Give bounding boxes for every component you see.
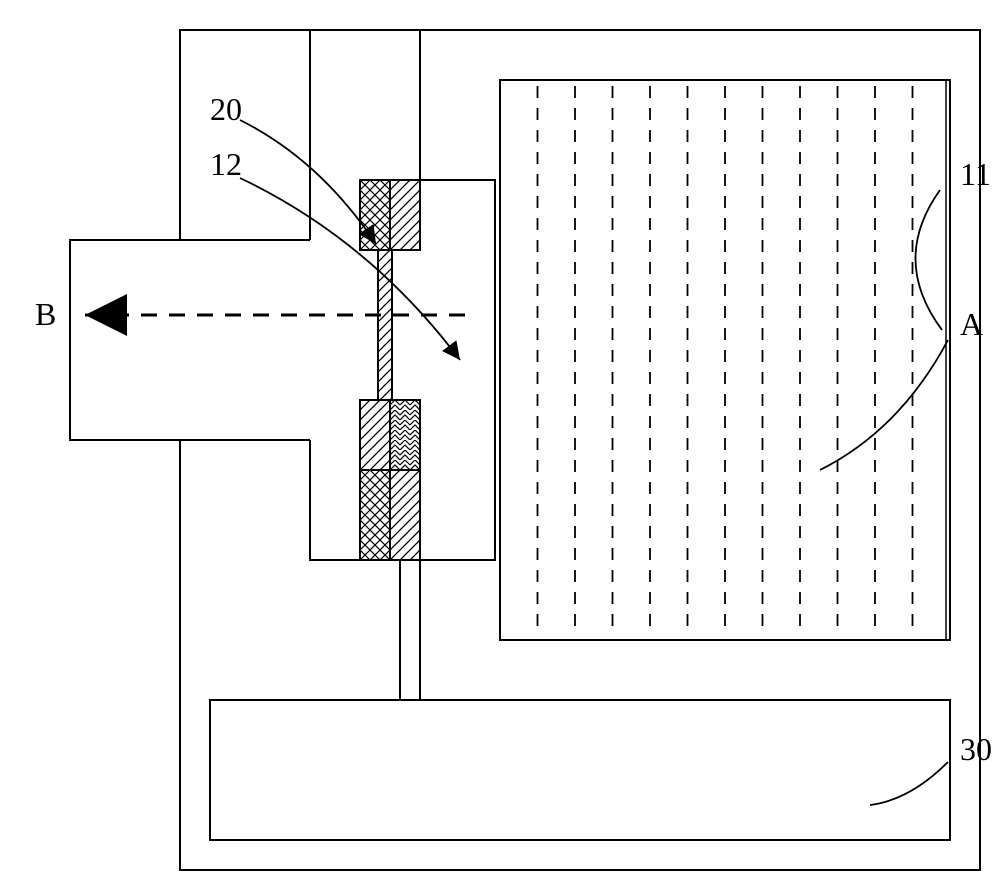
hatched-left	[360, 470, 390, 560]
label-11: 11	[960, 156, 991, 192]
left-block	[70, 240, 310, 440]
leader-30	[870, 762, 948, 805]
bottom-box	[210, 700, 950, 840]
label-12: 12	[210, 146, 242, 182]
hatched-left	[360, 180, 390, 250]
leader-20	[240, 120, 376, 244]
hatched-left	[360, 400, 390, 470]
leader-A	[820, 340, 948, 470]
label-B: B	[35, 296, 56, 332]
hatched-right	[390, 470, 420, 560]
upper-step-right	[420, 180, 495, 240]
leader-11	[915, 190, 942, 330]
label-A: A	[960, 306, 983, 342]
label-20: 20	[210, 91, 242, 127]
hatched-right	[390, 180, 420, 250]
leader-12	[240, 178, 460, 360]
outer-frame	[180, 30, 980, 870]
hatched-right	[390, 400, 420, 470]
label-30: 30	[960, 731, 992, 767]
